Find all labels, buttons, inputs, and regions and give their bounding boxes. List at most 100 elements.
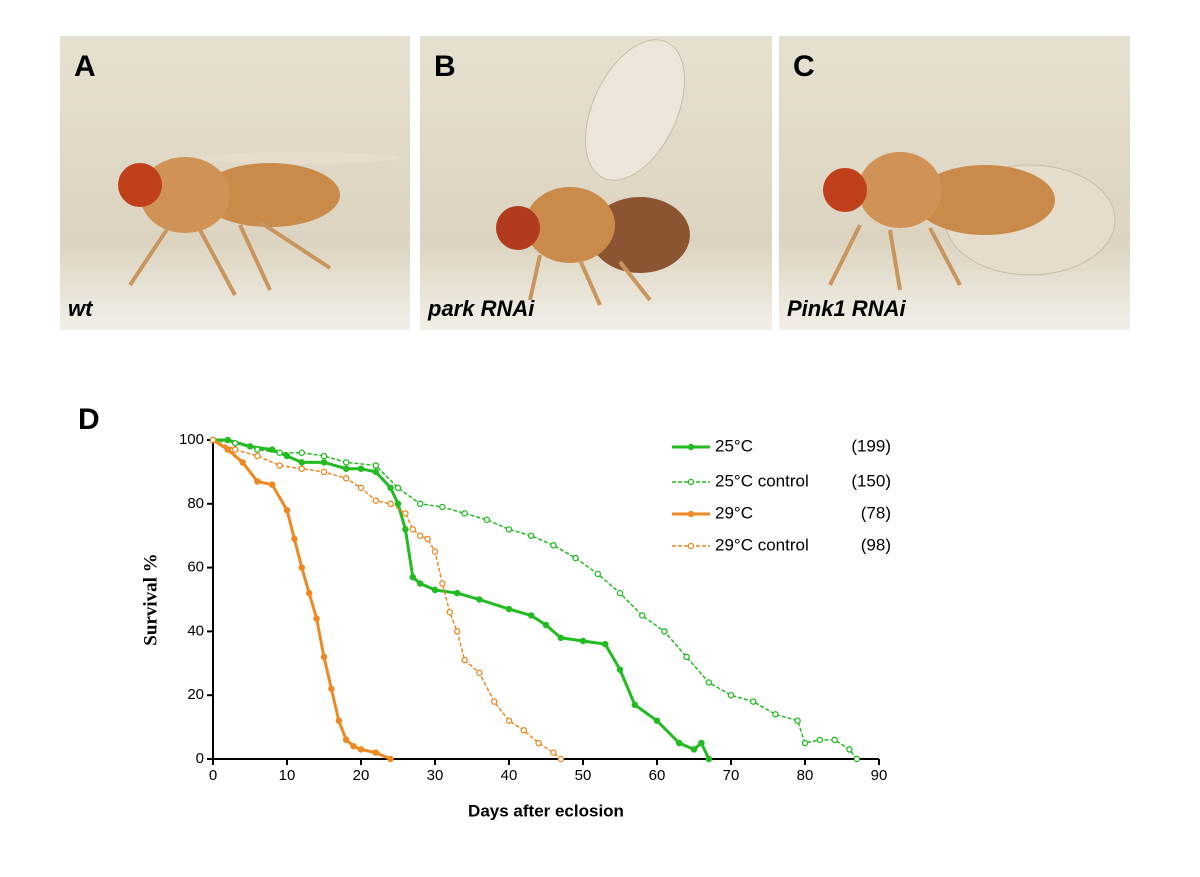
data-point: [320, 452, 328, 460]
data-point: [453, 589, 461, 597]
x-tick-label: 40: [501, 767, 518, 784]
data-point: [690, 746, 698, 753]
data-point: [727, 691, 735, 699]
data-point: [572, 554, 579, 562]
data-point: [505, 526, 513, 533]
legend-marker: [687, 510, 695, 518]
data-point: [476, 596, 483, 603]
data-point: [579, 637, 587, 645]
y-tick-label: 80: [187, 495, 204, 512]
data-point: [601, 640, 609, 648]
x-tick-label: 20: [353, 767, 370, 784]
data-point: [276, 462, 283, 469]
y-tick-label: 20: [187, 686, 204, 703]
photo-c: [779, 36, 1130, 330]
data-point: [550, 542, 557, 549]
data-point: [416, 580, 424, 587]
data-point: [387, 755, 394, 763]
data-point: [846, 746, 853, 753]
x-tick-label: 0: [209, 767, 217, 784]
x-tick-label: 80: [797, 767, 814, 784]
data-point: [542, 621, 550, 629]
photo-caption: Pink1 RNAi: [787, 296, 906, 321]
data-point: [320, 653, 328, 661]
data-point: [520, 727, 528, 734]
data-point: [683, 653, 690, 661]
data-point: [616, 666, 624, 673]
data-point: [231, 446, 239, 453]
data-point: [439, 580, 446, 587]
data-point: [439, 503, 446, 511]
y-tick-label: 0: [196, 750, 204, 767]
data-point: [342, 465, 350, 472]
data-point: [305, 589, 313, 597]
y-tick-label: 40: [187, 622, 204, 639]
data-point: [638, 612, 646, 619]
data-point: [853, 755, 861, 763]
data-point: [320, 459, 328, 466]
data-point: [557, 634, 565, 642]
legend-label: 25°C: [715, 436, 753, 455]
survival-line: [213, 438, 711, 760]
data-point: [594, 570, 602, 578]
data-point: [535, 739, 542, 747]
data-point: [394, 484, 402, 492]
data-point: [483, 516, 491, 524]
data-point: [772, 711, 779, 718]
data-point: [357, 484, 365, 492]
data-point: [224, 446, 232, 453]
legend-count: (78): [861, 503, 891, 522]
data-point: [794, 717, 801, 724]
photo-caption: park RNAi: [427, 296, 535, 321]
legend-count: (199): [851, 436, 891, 455]
data-point: [431, 548, 439, 555]
data-point: [231, 439, 239, 447]
data-point: [653, 717, 661, 724]
legend-count: (98): [861, 535, 891, 554]
survival-line: [212, 439, 858, 760]
legend-marker: [687, 478, 695, 486]
data-point: [476, 669, 483, 677]
data-point: [705, 755, 713, 763]
photo-a: [60, 36, 410, 330]
data-point: [268, 481, 276, 488]
data-point: [446, 609, 454, 616]
data-point: [291, 535, 298, 543]
data-point: [342, 475, 350, 482]
data-point: [675, 739, 683, 747]
legend-label: 29°C: [715, 503, 753, 522]
y-tick-label: 60: [187, 559, 204, 576]
data-point: [209, 436, 217, 444]
data-point: [387, 500, 394, 508]
data-point: [254, 452, 261, 460]
data-point: [705, 679, 713, 686]
data-point: [409, 526, 417, 533]
data-point: [350, 742, 357, 750]
data-point: [616, 589, 624, 597]
data-point: [372, 468, 380, 476]
data-point: [372, 497, 380, 504]
data-point: [409, 573, 417, 581]
data-point: [424, 535, 431, 543]
data-point: [801, 739, 809, 747]
y-axis-label: Survival %: [140, 553, 161, 645]
data-point: [416, 532, 424, 539]
data-point: [631, 701, 639, 709]
data-point: [698, 739, 705, 747]
data-point: [816, 736, 824, 744]
data-point: [283, 506, 291, 514]
data-point: [550, 749, 557, 756]
data-point: [461, 510, 468, 517]
data-point: [254, 478, 261, 485]
data-point: [453, 628, 461, 635]
data-point: [283, 452, 291, 460]
survival-line: [212, 439, 562, 760]
x-axis-label: Days after eclosion: [468, 801, 624, 820]
data-point: [749, 698, 757, 705]
x-tick-label: 50: [575, 767, 592, 784]
data-point: [527, 612, 535, 619]
photo-caption: wt: [68, 296, 94, 321]
panel-label: A: [74, 50, 96, 83]
data-point: [357, 465, 365, 472]
